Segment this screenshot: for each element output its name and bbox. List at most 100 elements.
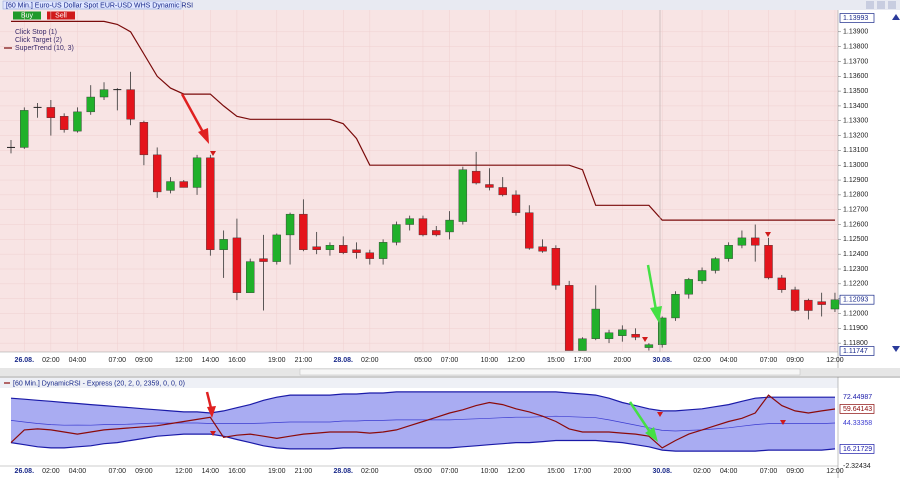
buy-button-bg[interactable] [13,11,41,20]
buy-button[interactable]: Buy [13,11,41,20]
axis-value-label: 1.12093 [843,297,868,304]
arrow-head [650,306,662,323]
y-tick-label: 1.13100 [843,147,868,154]
scroll-down[interactable] [892,346,900,352]
candle-body [272,234,281,262]
candle-body [618,329,627,336]
x-tick-label: 07:00 [760,468,778,475]
sell-button[interactable]: Sell [47,11,75,20]
y-tick-label: 1.13600 [843,73,868,80]
candle-body [59,116,69,130]
candle-body [312,246,321,250]
x-tick-label: 04:00 [720,468,738,475]
window-icon[interactable] [888,1,896,9]
title-box [2,0,182,10]
arrow [646,264,658,311]
sell-label[interactable]: Sell [55,13,67,20]
indicator-line [10,415,836,432]
chart-title: [60 Min.] Euro-US Dollar Spot EUR-USD WH… [6,2,193,9]
y-tick-label: 1.13400 [843,103,868,110]
x-tick-label: 12:00 [507,357,525,364]
candle-body [378,242,388,259]
x-tick-label: 12:00 [507,468,525,475]
candle-body [644,344,654,348]
candle-body [405,218,414,225]
x-tick-label: 12:00 [175,468,193,475]
candle-body [392,224,401,243]
x-tick-label: 17:00 [574,468,592,475]
y-tick-label: 1.12800 [843,192,868,199]
x-tick-label: 26.08. [15,357,35,364]
indicator-header [0,378,838,388]
x-tick-label: 07:00 [109,468,127,475]
y-tick-label: 1.12400 [843,251,868,258]
candle-body [830,299,840,310]
candle-body [166,181,175,191]
candle-body [418,218,428,236]
axis-value-label: 16.21729 [843,446,872,453]
candle-body [551,248,561,286]
signal-marker [765,232,771,237]
candle-body [671,294,680,319]
x-tick-label: 02:00 [361,357,379,364]
candle-body [259,258,268,262]
candle-body [285,213,295,236]
arrow-head [198,128,209,144]
arrow-head [645,427,658,442]
y-tick-label: 1.12900 [843,177,868,184]
scroll-up[interactable] [892,14,900,20]
buy-label[interactable]: Buy [21,13,34,20]
candle-body [471,170,481,184]
x-tick-label: 16:00 [228,357,246,364]
x-tick-label: 09:00 [135,357,153,364]
y-tick-label: 1.13500 [843,88,868,95]
x-tick-label: 02:00 [693,468,711,475]
x-tick-label: 07:00 [109,357,127,364]
x-tick-label: 05:00 [414,357,432,364]
candle-body [538,246,547,252]
candle-body [99,89,109,98]
x-tick-label: 15:00 [547,357,565,364]
window-icon[interactable] [877,1,885,9]
window-icon[interactable] [866,1,874,9]
arrow [205,391,213,409]
x-tick-label: 17:00 [574,357,592,364]
y-tick-label: 1.13900 [843,29,868,36]
x-tick-label: 12:00 [826,468,844,475]
candle-body [684,279,693,295]
x-tick-label: 09:00 [135,468,153,475]
x-tick-label: 10:00 [481,468,499,475]
scroll-thumb[interactable] [299,368,801,376]
value-box [839,404,875,414]
candle-body [352,249,361,253]
signal-marker [210,431,216,436]
y-tick-label: 1.12300 [843,266,868,273]
x-tick-label: 21:00 [295,468,313,475]
y-tick-label: 1.13300 [843,118,868,125]
sell-button-bg[interactable] [47,11,75,20]
header-bar [0,0,900,10]
x-tick-label: 21:00 [295,357,313,364]
candle-body [604,332,614,339]
candle-body [206,157,215,250]
indicator-line [10,433,836,452]
x-tick-label: 14:00 [202,468,220,475]
price-axis [838,10,900,368]
x-tick-label: 10:00 [481,357,499,364]
y-tick-label: 1.13800 [843,43,868,50]
x-tick-label: 19:00 [268,357,286,364]
x-tick-label: 28.08. [334,468,354,475]
candle-body [657,317,667,345]
legend-label: Click Target (2) [15,37,62,44]
axis-value-label: 1.11747 [843,348,868,355]
candle-body [126,89,135,120]
y-tick-label: 1.11900 [843,325,868,332]
axis-value-label: 59.64143 [843,406,872,413]
x-tick-label: 19:00 [268,468,286,475]
candle-body [697,270,707,282]
supertrend-line [11,20,835,221]
y-tick-label: 1.13200 [843,132,868,139]
y-tick-label: 1.13000 [843,162,868,169]
candle-body [365,252,375,259]
candle-body [46,107,56,118]
